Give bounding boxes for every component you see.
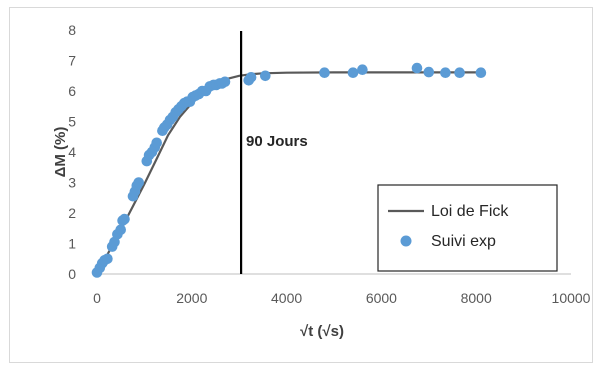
data-point <box>115 224 126 236</box>
x-axis-title: √t (√s) <box>300 323 344 340</box>
y-tick-label: 5 <box>68 114 76 130</box>
x-tick-label: 2000 <box>176 290 207 306</box>
x-tick-label: 6000 <box>366 290 397 306</box>
data-point <box>219 76 231 88</box>
y-tick-label: 4 <box>68 144 76 160</box>
data-point <box>347 67 359 78</box>
data-point <box>119 213 130 225</box>
legend-label-suivi-exp: Suivi exp <box>431 233 496 250</box>
y-tick-label: 7 <box>68 53 76 69</box>
y-tick-label: 2 <box>68 205 76 221</box>
data-point <box>151 137 162 149</box>
data-point <box>133 177 144 188</box>
y-axis-title: ΔM (%) <box>52 127 69 178</box>
y-tick-label: 6 <box>68 83 76 99</box>
legend-swatch-suivi-exp <box>400 235 412 247</box>
data-point <box>319 67 330 78</box>
ninety-days-annotation: 90 Jours <box>246 133 308 150</box>
x-tick-label: 4000 <box>271 290 302 306</box>
data-point <box>454 67 465 78</box>
x-tick-labels: 0 2000 4000 6000 8000 10000 <box>93 290 591 306</box>
y-tick-label: 8 <box>68 22 76 38</box>
data-point <box>440 67 451 78</box>
y-tick-label: 0 <box>68 266 76 282</box>
x-tick-label: 0 <box>93 290 101 306</box>
legend-label-loi-de-fick: Loi de Fick <box>431 203 509 220</box>
x-tick-label: 8000 <box>461 290 492 306</box>
legend: Loi de Fick Suivi exp <box>377 184 558 272</box>
y-tick-labels: 0 1 2 3 4 5 6 7 8 <box>68 22 76 282</box>
series-points-suivi-exp <box>91 62 487 278</box>
data-point <box>260 70 271 82</box>
data-point <box>423 66 435 78</box>
data-point <box>475 67 487 78</box>
data-point <box>357 64 368 75</box>
legend-box <box>377 184 558 272</box>
data-point <box>411 62 423 74</box>
y-tick-label: 1 <box>68 236 76 252</box>
data-point <box>102 253 113 265</box>
y-tick-label: 3 <box>68 175 76 191</box>
x-tick-label: 10000 <box>552 290 591 306</box>
data-point <box>245 72 257 83</box>
